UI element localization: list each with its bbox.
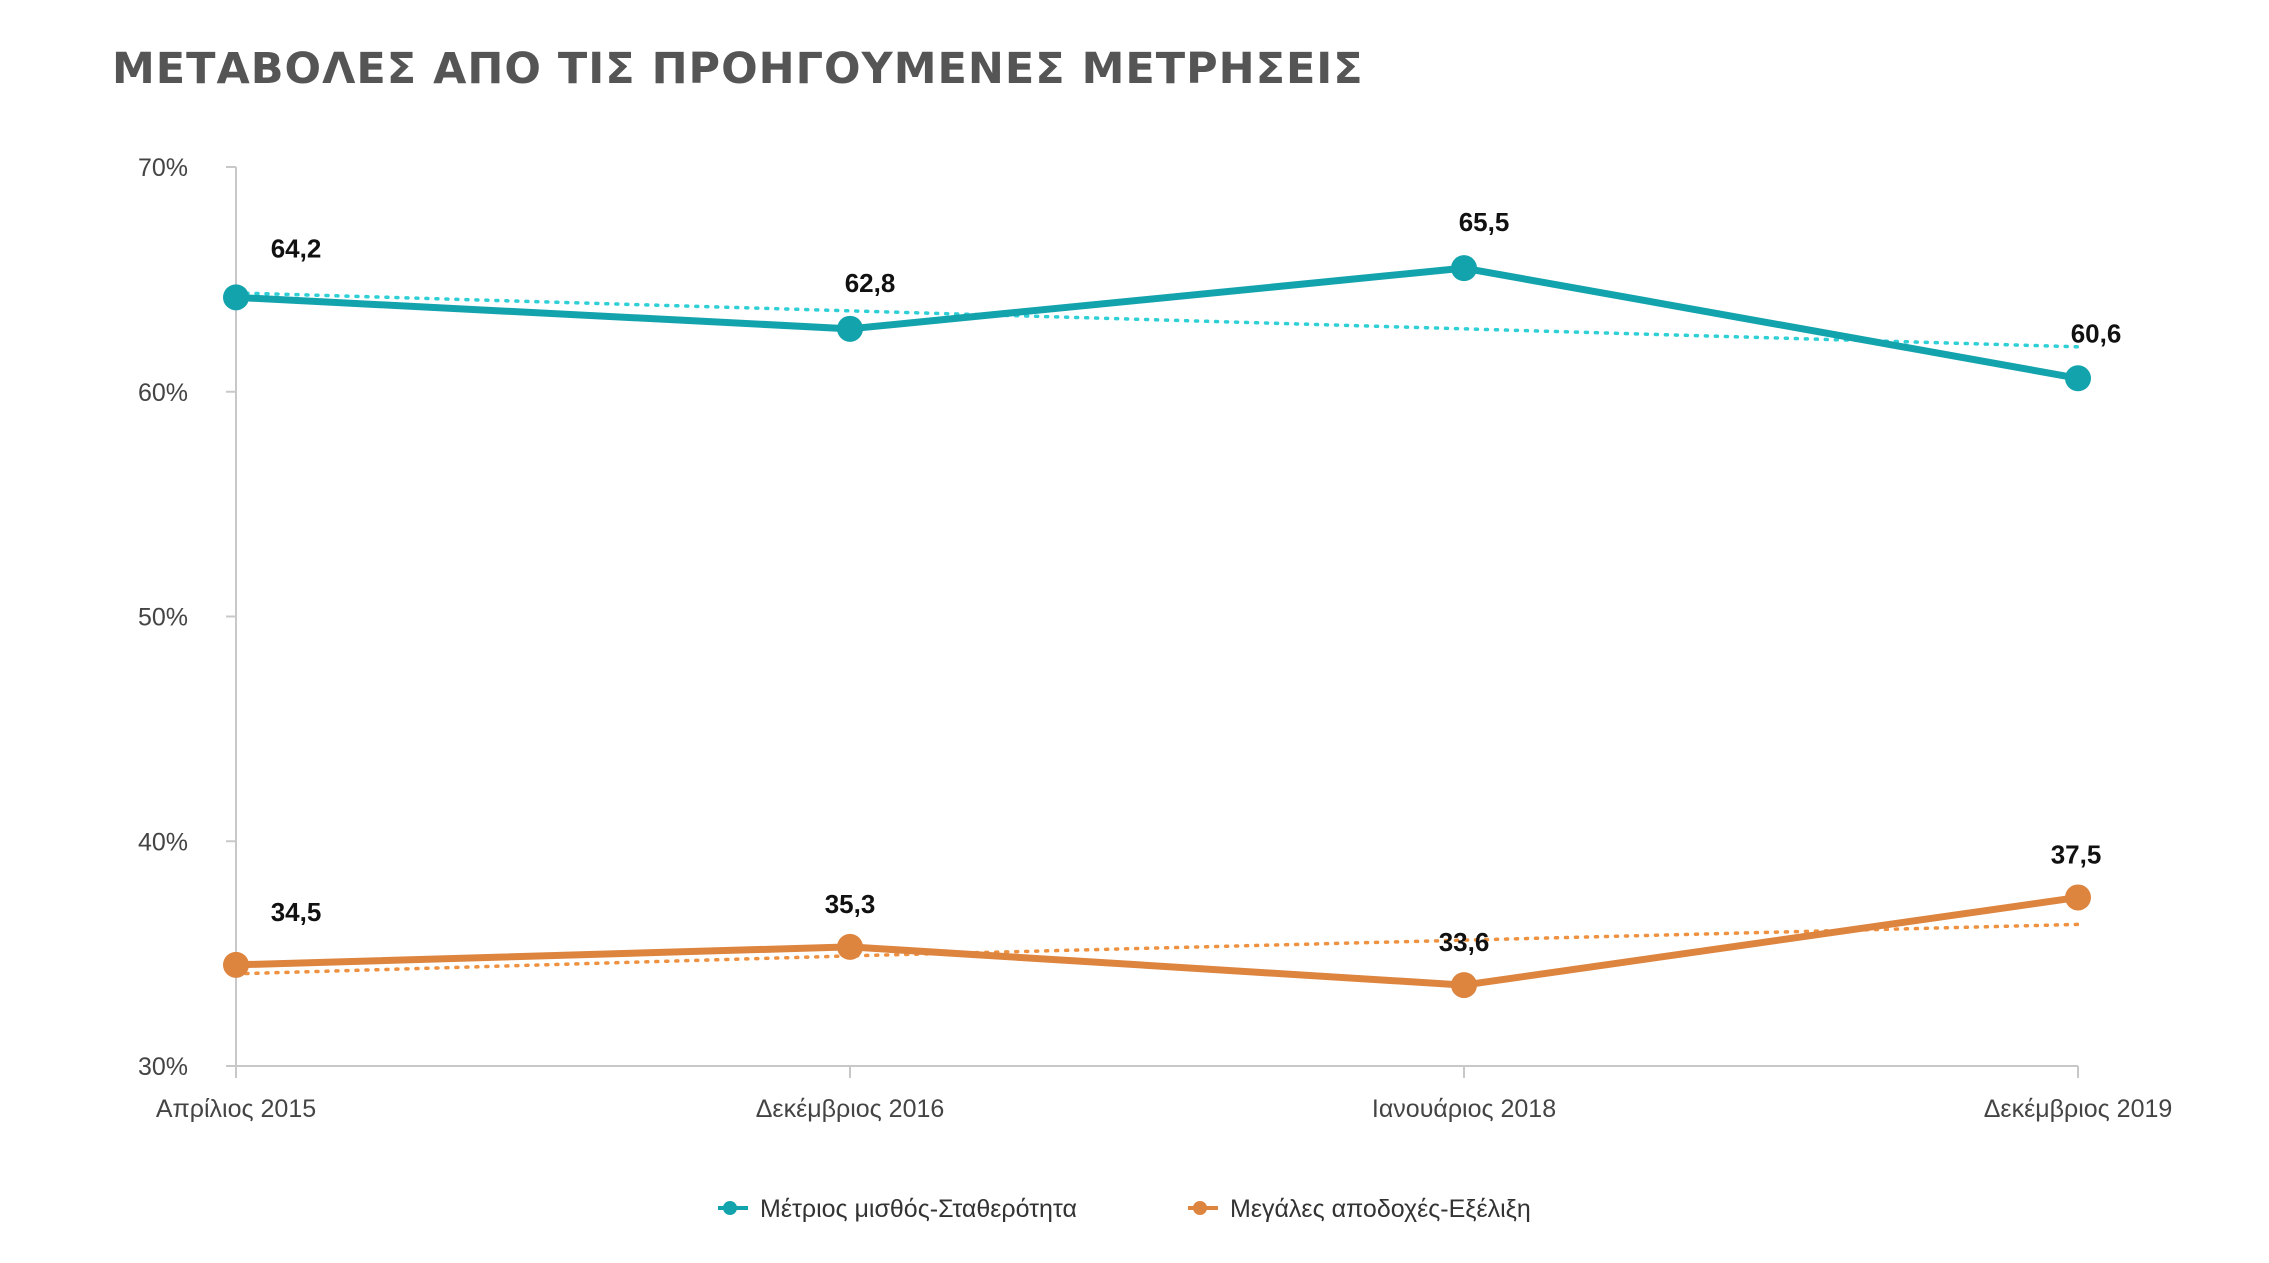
y-tick-label: 40% xyxy=(138,828,188,856)
data-labels: 64,2 62,8 65,5 60,6 34,5 35,3 33,6 37,5 xyxy=(271,207,2122,957)
x-tick-label: Απρίλιος 2015 xyxy=(156,1095,316,1123)
trendline-series-1 xyxy=(234,291,2080,349)
legend-label-2: Μεγάλες αποδοχές-Εξέλιξη xyxy=(1230,1195,1531,1223)
chart-title: ΜΕΤΑΒΟΛΕΣ ΑΠΟ ΤΙΣ ΠΡΟΗΓΟΥΜΕΝΕΣ ΜΕΤΡΗΣΕΙΣ xyxy=(112,44,1364,94)
data-label: 37,5 xyxy=(2051,839,2102,869)
y-tick-label: 70% xyxy=(138,154,188,182)
x-tick-label: Ιανουάριος 2018 xyxy=(1372,1095,1556,1123)
data-label: 64,2 xyxy=(271,233,322,263)
chart-axes: 30% 40% 50% 60% 70% Απρίλιος 2015 Δεκέμβριος 2… xyxy=(138,154,2172,1123)
series-lines xyxy=(235,264,2079,989)
trendlines xyxy=(234,291,2080,976)
data-point xyxy=(223,951,249,978)
legend: Μέτριος μισθός-Σταθερότητα Μεγάλες αποδοχ… xyxy=(718,1195,1531,1223)
data-point xyxy=(837,315,863,342)
data-point xyxy=(1451,972,1477,999)
data-label: 62,8 xyxy=(845,268,896,298)
trendline-series-2 xyxy=(234,922,2080,976)
series-line-2 xyxy=(235,893,2079,989)
data-label: 35,3 xyxy=(825,889,876,919)
y-tick-label: 30% xyxy=(138,1053,188,1081)
data-point xyxy=(223,284,249,311)
x-tick-label: Δεκέμβριος 2019 xyxy=(1984,1095,2173,1123)
x-tick-label: Δεκέμβριος 2016 xyxy=(756,1095,945,1123)
data-label: 65,5 xyxy=(1459,207,1510,237)
legend-marker-2 xyxy=(1193,1201,1207,1215)
data-point xyxy=(2065,365,2091,392)
data-label: 33,6 xyxy=(1439,927,1490,957)
data-label: 60,6 xyxy=(2071,318,2122,348)
legend-label-1: Μέτριος μισθός-Σταθερότητα xyxy=(760,1195,1077,1223)
data-point xyxy=(1451,255,1477,282)
y-tick-label: 50% xyxy=(138,604,188,632)
data-markers xyxy=(223,255,2091,999)
series-line-1 xyxy=(235,264,2079,382)
data-point xyxy=(2065,884,2091,911)
y-tick-label: 60% xyxy=(138,379,188,407)
data-label: 34,5 xyxy=(271,897,322,927)
data-point xyxy=(837,933,863,960)
legend-marker-1 xyxy=(723,1201,737,1215)
